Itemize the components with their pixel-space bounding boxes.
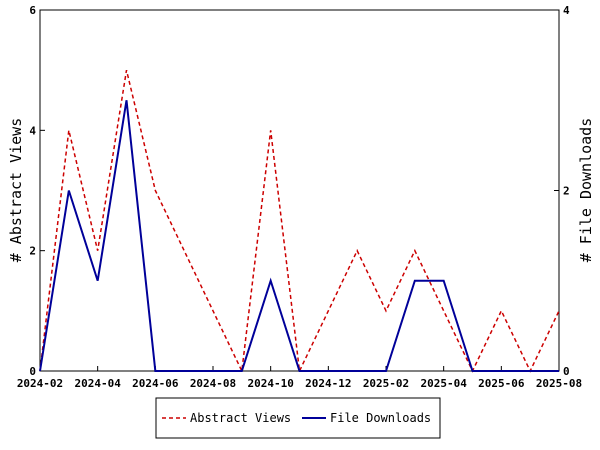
- plot-area: [39, 9, 560, 372]
- x-tick-label: 2025-04: [420, 377, 467, 390]
- y-axis-left-title: # Abstract Views: [7, 118, 25, 263]
- y-left-tick-label: 4: [29, 124, 36, 137]
- y-left-tick-label: 0: [29, 365, 36, 378]
- x-tick-label: 2024-08: [190, 377, 236, 390]
- legend-label-file-downloads: File Downloads: [330, 411, 431, 425]
- legend: Abstract Views File Downloads: [155, 397, 441, 439]
- x-tick-label: 2024-06: [132, 377, 179, 390]
- legend-box: [155, 397, 441, 439]
- y-left-tick-label: 2: [29, 245, 36, 258]
- x-tick-label: 2025-08: [536, 377, 582, 390]
- x-tick-label: 2024-12: [305, 377, 351, 390]
- series-layer: [39, 69, 560, 374]
- y-right-tick-label: 4: [563, 4, 570, 17]
- x-tick-label: 2024-04: [74, 377, 121, 390]
- x-tick-label: 2025-06: [478, 377, 525, 390]
- left-axis-ticks: 0 2 4 6: [29, 4, 45, 378]
- y-right-tick-label: 2: [563, 185, 570, 198]
- y-axis-right-title: # File Downloads: [577, 118, 595, 263]
- x-tick-label: 2024-10: [247, 377, 293, 390]
- y-left-tick-label: 6: [29, 4, 36, 17]
- y-right-tick-label: 0: [563, 365, 570, 378]
- x-tick-label: 2024-02: [17, 377, 63, 390]
- x-tick-label: 2025-02: [363, 377, 409, 390]
- series-line-file-downloads: [39, 100, 559, 372]
- legend-label-abstract-views: Abstract Views: [190, 411, 291, 425]
